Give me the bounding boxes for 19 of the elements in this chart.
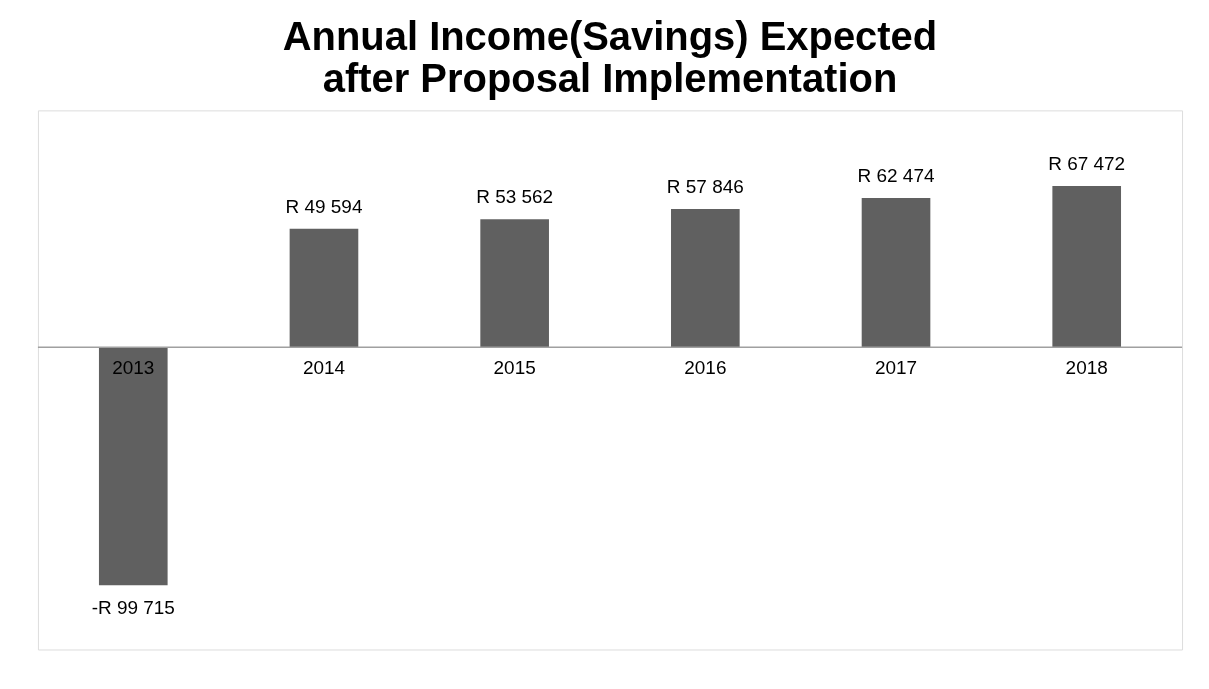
bar	[1052, 186, 1122, 348]
bar	[480, 219, 549, 348]
x-tick-label: 2013	[112, 357, 155, 379]
x-tick-label: 2018	[1065, 357, 1108, 379]
bar	[671, 209, 740, 348]
data-label: R 53 562	[476, 186, 554, 208]
data-label: R 57 846	[666, 176, 744, 198]
data-label: R 62 474	[857, 165, 935, 187]
bar	[98, 347, 168, 586]
x-tick-label: 2017	[874, 357, 918, 379]
data-label: R 49 594	[285, 195, 363, 217]
chart-title: Annual Income(Savings) Expected after Proposal Implementation	[282, 14, 938, 101]
data-label: R 67 472	[1048, 153, 1126, 175]
bar	[289, 228, 359, 348]
x-tick-label: 2015	[493, 357, 536, 379]
x-tick-label: 2016	[684, 357, 727, 379]
data-label: -R 99 715	[91, 597, 175, 619]
bar	[861, 198, 931, 348]
x-tick-label: 2014	[302, 357, 346, 379]
